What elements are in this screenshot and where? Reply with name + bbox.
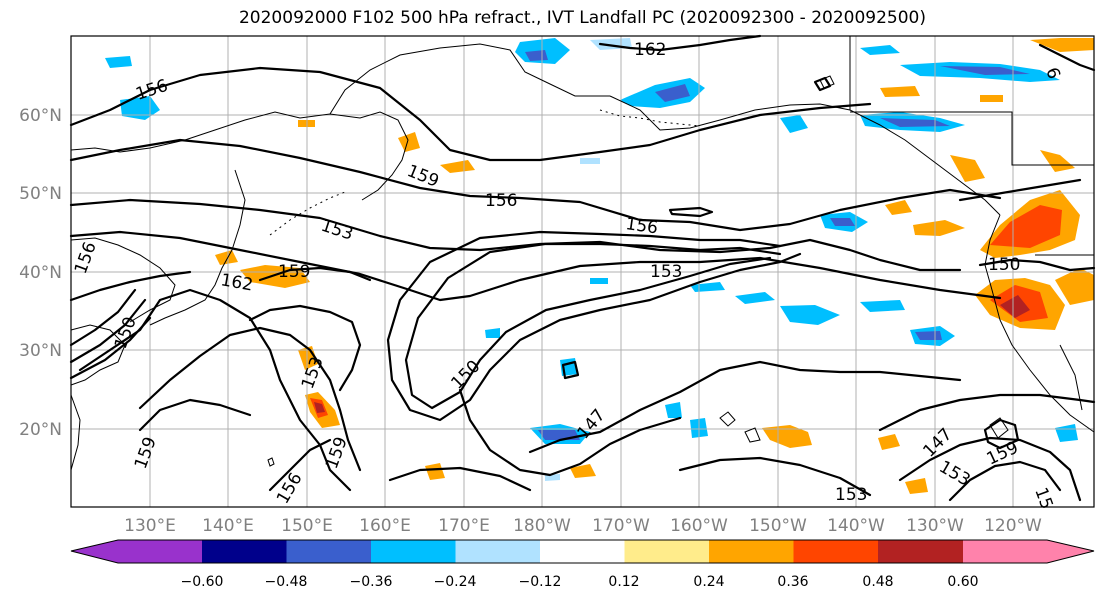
contour-lines [69,34,1096,502]
contour-label: 162 [634,40,666,60]
latitude-labels: 60°N 50°N 40°N 30°N 20°N [19,106,62,440]
gridlines [71,36,1094,507]
contour-label: 153 [650,262,682,282]
colorbar: −0.60 −0.48 −0.36 −0.24 −0.12 0.12 0.24 … [70,539,1095,590]
colorbar-tick-label: 0.12 [608,574,639,590]
lon-label: 160°E [359,516,411,536]
lat-label: 30°N [19,341,62,361]
lon-label: 140°W [827,516,885,536]
lat-label: 60°N [19,106,62,126]
colorbar-segment [455,540,540,563]
colorbar-tick-label: 0.60 [947,574,978,590]
colorbar-segment [71,540,202,563]
lon-label: 120°W [984,516,1042,536]
colorbar-tick-label: 0.48 [862,574,893,590]
lon-label: 160°W [670,516,728,536]
colorbar-segment [709,540,794,563]
colorbar-segment [624,540,709,563]
colorbar-tick-label: −0.36 [350,574,393,590]
colorbar-segment [540,540,625,563]
lon-label: 180°W [513,516,571,536]
colorbar-tick-label: −0.24 [434,574,477,590]
map-title: 2020092000 F102 500 hPa refract., IVT La… [238,8,926,28]
colorbar-tick-label: 0.36 [777,574,808,590]
colorbar-segment [371,540,456,563]
colorbar-tick-label: −0.60 [181,574,224,590]
contour-label: 153 [835,485,867,505]
lon-label: 130°E [124,516,176,536]
lat-label: 50°N [19,184,62,204]
longitude-labels: 130°E 140°E 150°E 160°E 170°E 180°W 170°… [124,516,1042,536]
colorbar-tick-label: −0.48 [265,574,308,590]
colorbar-segment [202,540,287,563]
contour-label: 156 [624,214,659,238]
lon-label: 130°W [906,516,964,536]
shading-layer [105,38,1094,494]
colorbar-segment [286,540,371,563]
colorbar-tick-label: −0.12 [519,574,562,590]
lon-label: 170°E [438,516,490,536]
contour-label: 150 [988,255,1020,275]
colorbar-segment [793,540,878,563]
map-border [70,35,1095,508]
lon-label: 150°E [281,516,333,536]
lon-label: 140°E [202,516,254,536]
colorbar-segment [878,540,963,563]
colorbar-outline [70,539,1095,564]
lon-label: 170°W [592,516,650,536]
lat-label: 20°N [19,420,62,440]
colorbar-segment [963,540,1094,563]
contour-label: 159 [278,262,310,282]
lon-label: 150°W [749,516,807,536]
contour-label: 156 [485,191,517,211]
colorbar-tick-label: 0.24 [693,574,724,590]
lat-label: 40°N [19,263,62,283]
